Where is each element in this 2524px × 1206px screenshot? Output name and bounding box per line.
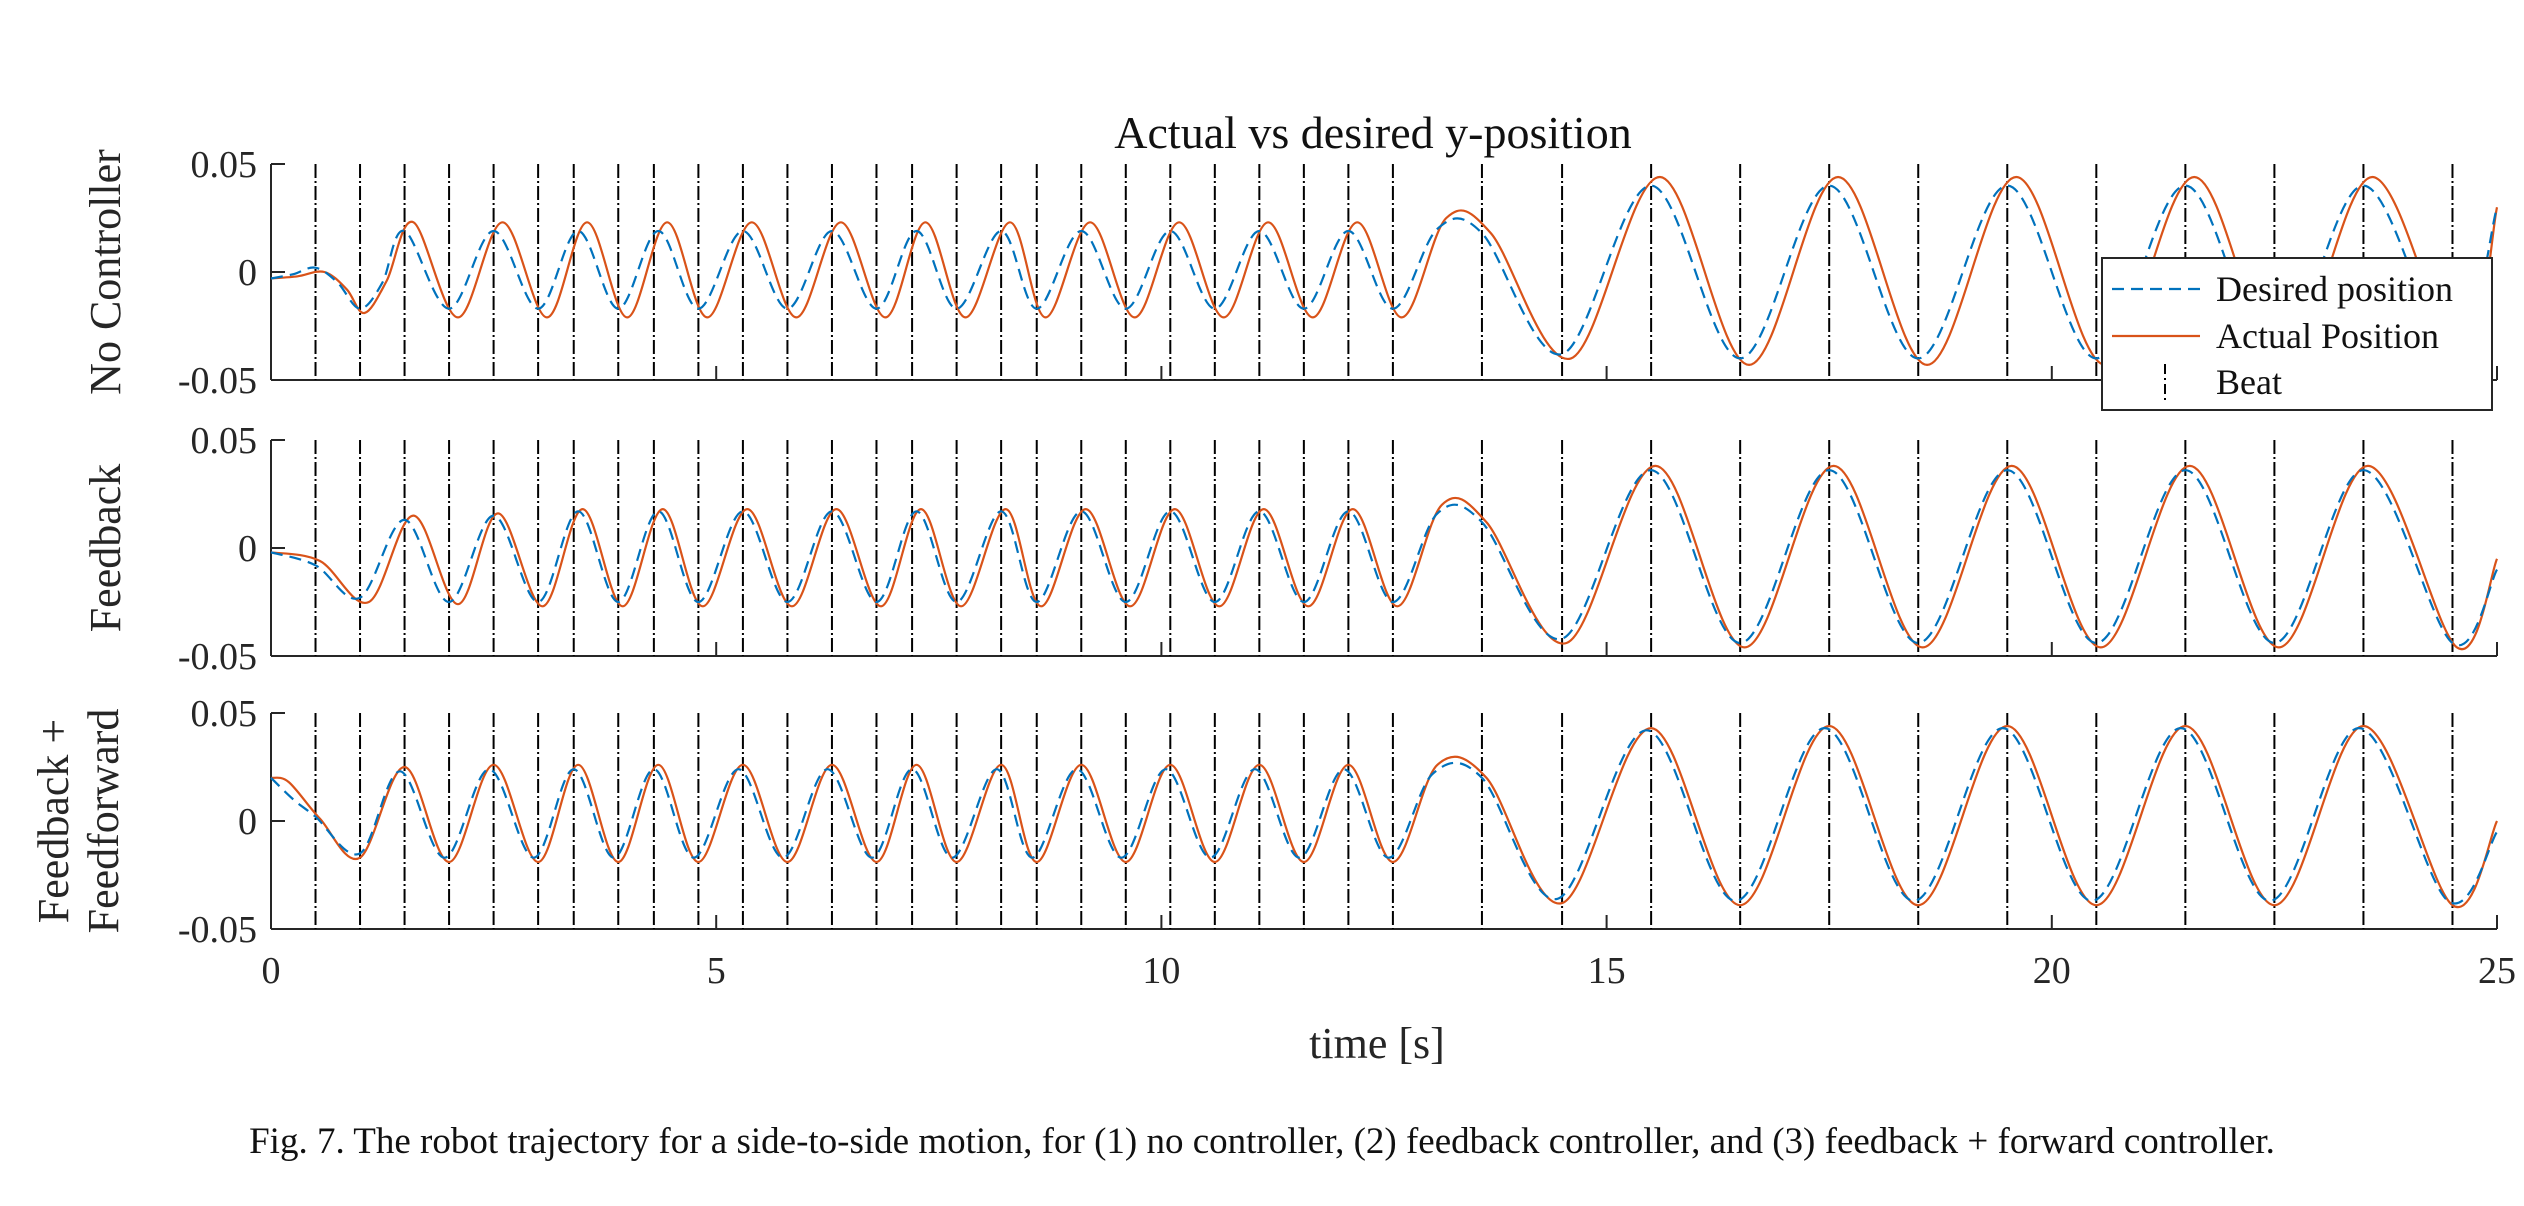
y-tick-label: -0.05: [178, 360, 257, 402]
panel-3: 0.05 0 -0.05 Feedback + Feedforward: [29, 693, 2498, 951]
x-tick-label: 10: [1142, 950, 1180, 992]
y-tick-label: -0.05: [178, 636, 257, 678]
legend-actual-label: Actual Position: [2216, 316, 2439, 356]
figure-caption: Fig. 7. The robot trajectory for a side-…: [249, 1121, 2275, 1162]
actual-position-line: [270, 464, 2499, 651]
y-tick-label: 0: [238, 528, 257, 570]
desired-position-line: [270, 184, 2499, 360]
desired-position-line: [270, 726, 2498, 905]
x-tick-label: 15: [1588, 950, 1626, 992]
legend-desired-label: Desired position: [2216, 269, 2453, 309]
y-tick-label: -0.05: [178, 909, 257, 951]
desired-position-line: [270, 469, 2498, 647]
y-tick-label: 0: [238, 801, 257, 843]
chart-legend: Desired position Actual Position Beat: [2101, 257, 2493, 411]
actual-position-line: [270, 724, 2498, 909]
x-axis-label: time [s]: [1309, 1019, 1445, 1068]
chart-title: Actual vs desired y-position: [1114, 107, 1631, 158]
y-axis-label: Feedback: [81, 464, 130, 633]
y-tick-label: 0.05: [191, 693, 258, 735]
x-tick-label: 25: [2478, 950, 2516, 992]
x-tick-label: 20: [2033, 950, 2071, 992]
y-axis-label: Feedback +: [29, 719, 78, 923]
y-tick-label: 0: [238, 252, 257, 294]
legend-beat-label: Beat: [2216, 362, 2282, 402]
y-axis-label: Feedforward: [79, 709, 128, 934]
x-tick-label: 5: [707, 950, 726, 992]
y-tick-label: 0.05: [191, 144, 258, 186]
x-tick-label: 0: [262, 950, 281, 992]
panel-1: 0.05 0 -0.05 No Controller: [81, 144, 2499, 402]
legend-box: [2101, 257, 2493, 411]
y-axis-label: No Controller: [81, 149, 130, 395]
panel-2: 0.05 0 -0.05 Feedback: [81, 420, 2499, 678]
actual-position-line: [270, 175, 2499, 367]
y-tick-label: 0.05: [191, 420, 258, 462]
